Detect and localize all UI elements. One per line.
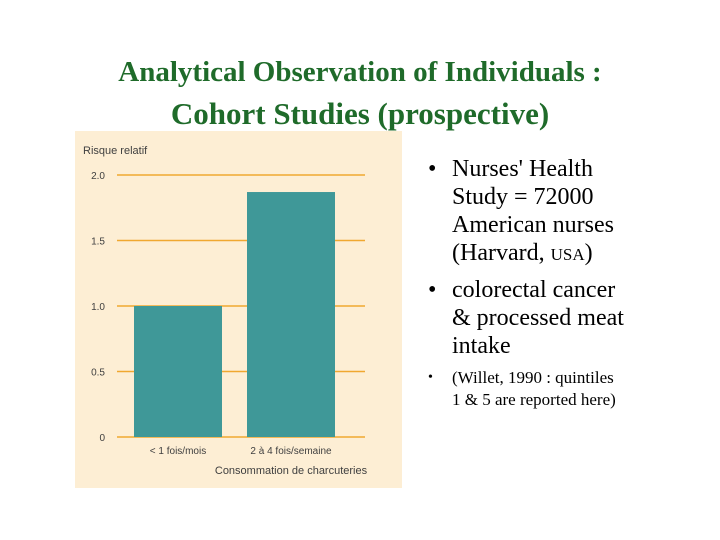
title-line1-text: Analytical Observation of [118,56,445,88]
bullet-line: Study = 72000 [452,184,594,210]
bullet-line: intake [452,333,511,359]
bullet-marker: • [428,156,437,182]
slide-title-line-1: Analytical Observation of Individuals : [0,56,720,89]
bullet-line: American nurses [452,212,614,238]
bar [247,192,335,437]
bullet-line: colorectal cancer [452,277,616,303]
bullet-list: • Nurses' Health Study = 72000 American … [428,155,713,411]
bar-chart: Risque relatif 0 0.5 1.0 1.5 2.0 < 1 fois/mois… [83,145,368,477]
title-line2-bold: Cohort [170,96,266,131]
bar [134,306,222,437]
bullet-marker: • [428,277,437,303]
bullet-line: (Willet, 1990 : quintiles [452,368,614,387]
x-axis-label: Consommation de charcuteries [215,465,368,477]
bullet-line: Nurses' Health [452,156,593,182]
y-tick-label: 1.5 [91,237,105,248]
bullet-line: 1 & 5 are reported here) [452,390,616,409]
title-line2-text: Studies (prospective) [265,96,550,131]
y-tick-label: 2.0 [91,171,105,182]
bar-chart-panel: Risque relatif 0 0.5 1.0 1.5 2.0 < 1 fois/mois… [75,131,402,488]
bullet-line: (Harvard, [452,240,551,266]
bullet-item-reference: • (Willet, 1990 : quintiles 1 & 5 are re… [428,367,713,411]
bullet-item-nurses: • Nurses' Health Study = 72000 American … [428,155,713,269]
y-tick-label: 0.5 [91,368,105,379]
bullet-smallcaps: USA [550,245,585,264]
x-tick-label: < 1 fois/mois [150,446,206,457]
bullet-line: & processed meat [452,305,624,331]
bullet-item-cancer: • colorectal cancer & processed meat int… [428,276,713,360]
x-tick-label: 2 à 4 fois/semaine [250,446,332,457]
y-axis-label: Risque relatif [83,145,148,157]
y-tick-label: 1.0 [91,302,105,313]
y-tick-label: 0 [99,433,105,444]
title-line1-bold: Individuals : [444,56,602,88]
bullet-line: ) [584,240,593,266]
slide-title-line-2: Cohort Studies (prospective) [0,96,720,132]
bullet-marker: • [428,370,433,385]
